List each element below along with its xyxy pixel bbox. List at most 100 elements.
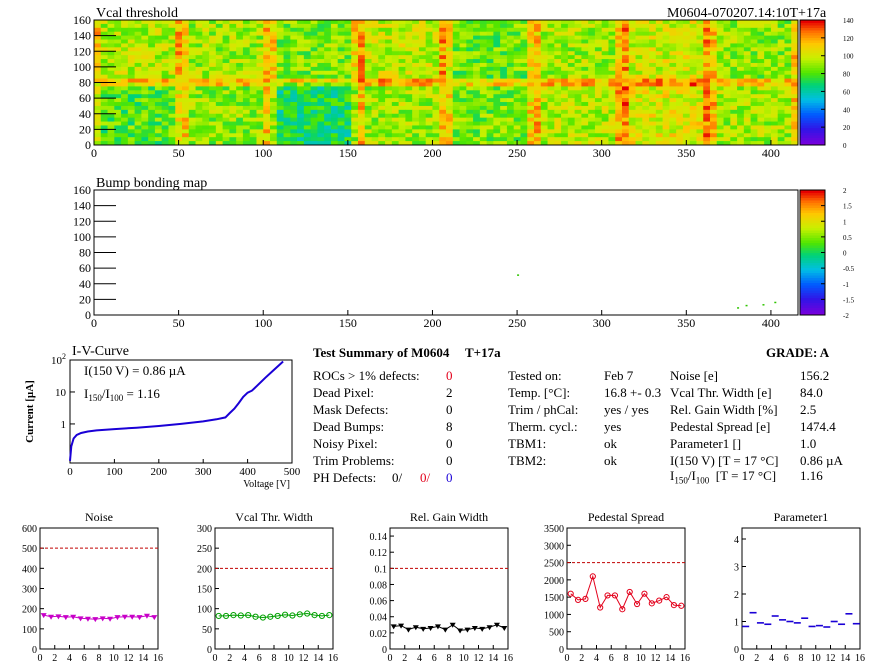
vcal-map-cell	[446, 62, 454, 68]
vcal-map-cell	[601, 86, 609, 91]
vcal-map-cell	[182, 59, 190, 64]
vcal-map-cell	[236, 117, 244, 122]
vcal-map-cell	[601, 137, 609, 142]
vcal-map-cell	[249, 105, 257, 111]
vcal-map-cell	[534, 109, 542, 115]
vcal-map-cell	[209, 125, 217, 130]
vcal-map-cell	[764, 121, 772, 126]
vcal-map-cell	[229, 39, 237, 44]
vcal-map-colorbar-band	[800, 40, 825, 43]
vcal-map-cell	[581, 82, 589, 87]
summary-chart-point	[129, 614, 136, 620]
vcal-map-cell	[188, 105, 196, 111]
vcal-map-cell	[425, 27, 433, 33]
vcal-map-cell	[364, 20, 372, 25]
vcal-map-cell	[784, 23, 792, 29]
vcal-map-cell	[757, 39, 765, 44]
vcal-map-cell	[148, 55, 156, 60]
vcal-map-cell	[385, 90, 393, 95]
vcal-map-cell	[209, 31, 217, 37]
vcal-map-cell	[141, 20, 149, 25]
vcal-map-cell	[446, 55, 454, 60]
vcal-map-cell	[520, 133, 528, 138]
vcal-map-cell	[310, 20, 318, 25]
vcal-map-cell	[459, 66, 467, 72]
vcal-map-cell	[425, 109, 433, 115]
vcal-map-cell	[493, 82, 501, 87]
vcal-map-cell	[391, 59, 400, 64]
vcal-map-cell	[195, 86, 203, 91]
vcal-map-cell	[364, 105, 372, 111]
vcal-map-cell	[175, 98, 183, 103]
vcal-map-cell	[513, 117, 521, 122]
vcal-map-cell	[594, 31, 603, 37]
vcal-map-cell	[358, 82, 366, 87]
vcal-map-cell	[486, 141, 494, 146]
vcal-map-cell	[127, 35, 136, 40]
vcal-map-cell	[716, 129, 724, 134]
vcal-map-cell	[242, 90, 251, 95]
vcal-map-cell	[473, 74, 481, 79]
vcal-map-cell	[649, 70, 657, 76]
vcal-map-cell	[669, 137, 677, 142]
vcal-map-cell	[493, 94, 501, 99]
vcal-map-cell	[716, 98, 724, 103]
vcal-map-cell	[628, 86, 636, 91]
bump-map-x-tick-label: 50	[173, 316, 185, 330]
vcal-map-cell	[540, 90, 548, 95]
vcal-map-cell	[439, 51, 447, 56]
vcal-map-cell	[215, 117, 224, 122]
vcal-map-cell	[425, 74, 433, 79]
vcal-map-cell	[547, 121, 555, 126]
vcal-map-cell	[581, 39, 589, 44]
vcal-map-cell	[655, 47, 664, 52]
vcal-map-cell	[303, 51, 312, 56]
vcal-map-cell	[466, 31, 474, 37]
vcal-map-cell	[297, 121, 305, 126]
vcal-map-cell	[398, 121, 406, 126]
vcal-map-cell	[385, 55, 393, 60]
vcal-map-cell	[567, 20, 576, 25]
vcal-map-cell	[303, 70, 312, 76]
vcal-map-cell	[371, 105, 379, 111]
vcal-map-cell	[249, 23, 257, 29]
vcal-map-cell	[161, 47, 169, 52]
vcal-map-cell	[134, 109, 142, 115]
vcal-map-colorbar-band	[800, 110, 825, 113]
vcal-map-cell	[608, 35, 616, 40]
vcal-map-cell	[324, 35, 332, 40]
vcal-map-cell	[439, 20, 447, 25]
vcal-map-cell	[764, 31, 772, 37]
vcal-map-cell	[473, 133, 481, 138]
vcal-map-cell	[601, 47, 609, 52]
vcal-map-cell	[750, 23, 758, 29]
summary-chart-y-tick-label: 400	[22, 564, 37, 575]
vcal-map-cell	[703, 86, 711, 91]
vcal-map-cell	[737, 62, 745, 68]
vcal-map-cell	[710, 98, 718, 103]
vcal-map-cell	[642, 137, 650, 142]
vcal-map-cell	[209, 23, 217, 29]
summary-chart-point	[626, 588, 633, 596]
vcal-map-cell	[473, 31, 481, 37]
vcal-map-cell	[154, 59, 163, 64]
vcal-map-cell	[283, 70, 291, 76]
vcal-map-cell	[371, 20, 379, 25]
vcal-map-cell	[391, 20, 400, 25]
vcal-map-cell	[161, 137, 169, 142]
vcal-map-cell	[594, 129, 603, 134]
vcal-map-cell	[242, 102, 251, 107]
vcal-map-cell	[263, 39, 271, 44]
vcal-map-cell	[642, 105, 650, 111]
summary-chart-x-tick-label: 2	[227, 653, 232, 664]
vcal-map-cell	[317, 141, 325, 146]
vcal-map-cell	[574, 113, 582, 119]
vcal-map-cell	[649, 39, 657, 44]
vcal-map-cell	[398, 109, 406, 115]
vcal-map-cell	[479, 121, 488, 126]
vcal-map-cell	[215, 133, 224, 138]
vcal-map-cell	[371, 94, 379, 99]
defect-row-label: Noisy Pixel:	[313, 436, 378, 451]
vcal-map-cell	[107, 35, 115, 40]
vcal-map-cell	[432, 20, 440, 25]
